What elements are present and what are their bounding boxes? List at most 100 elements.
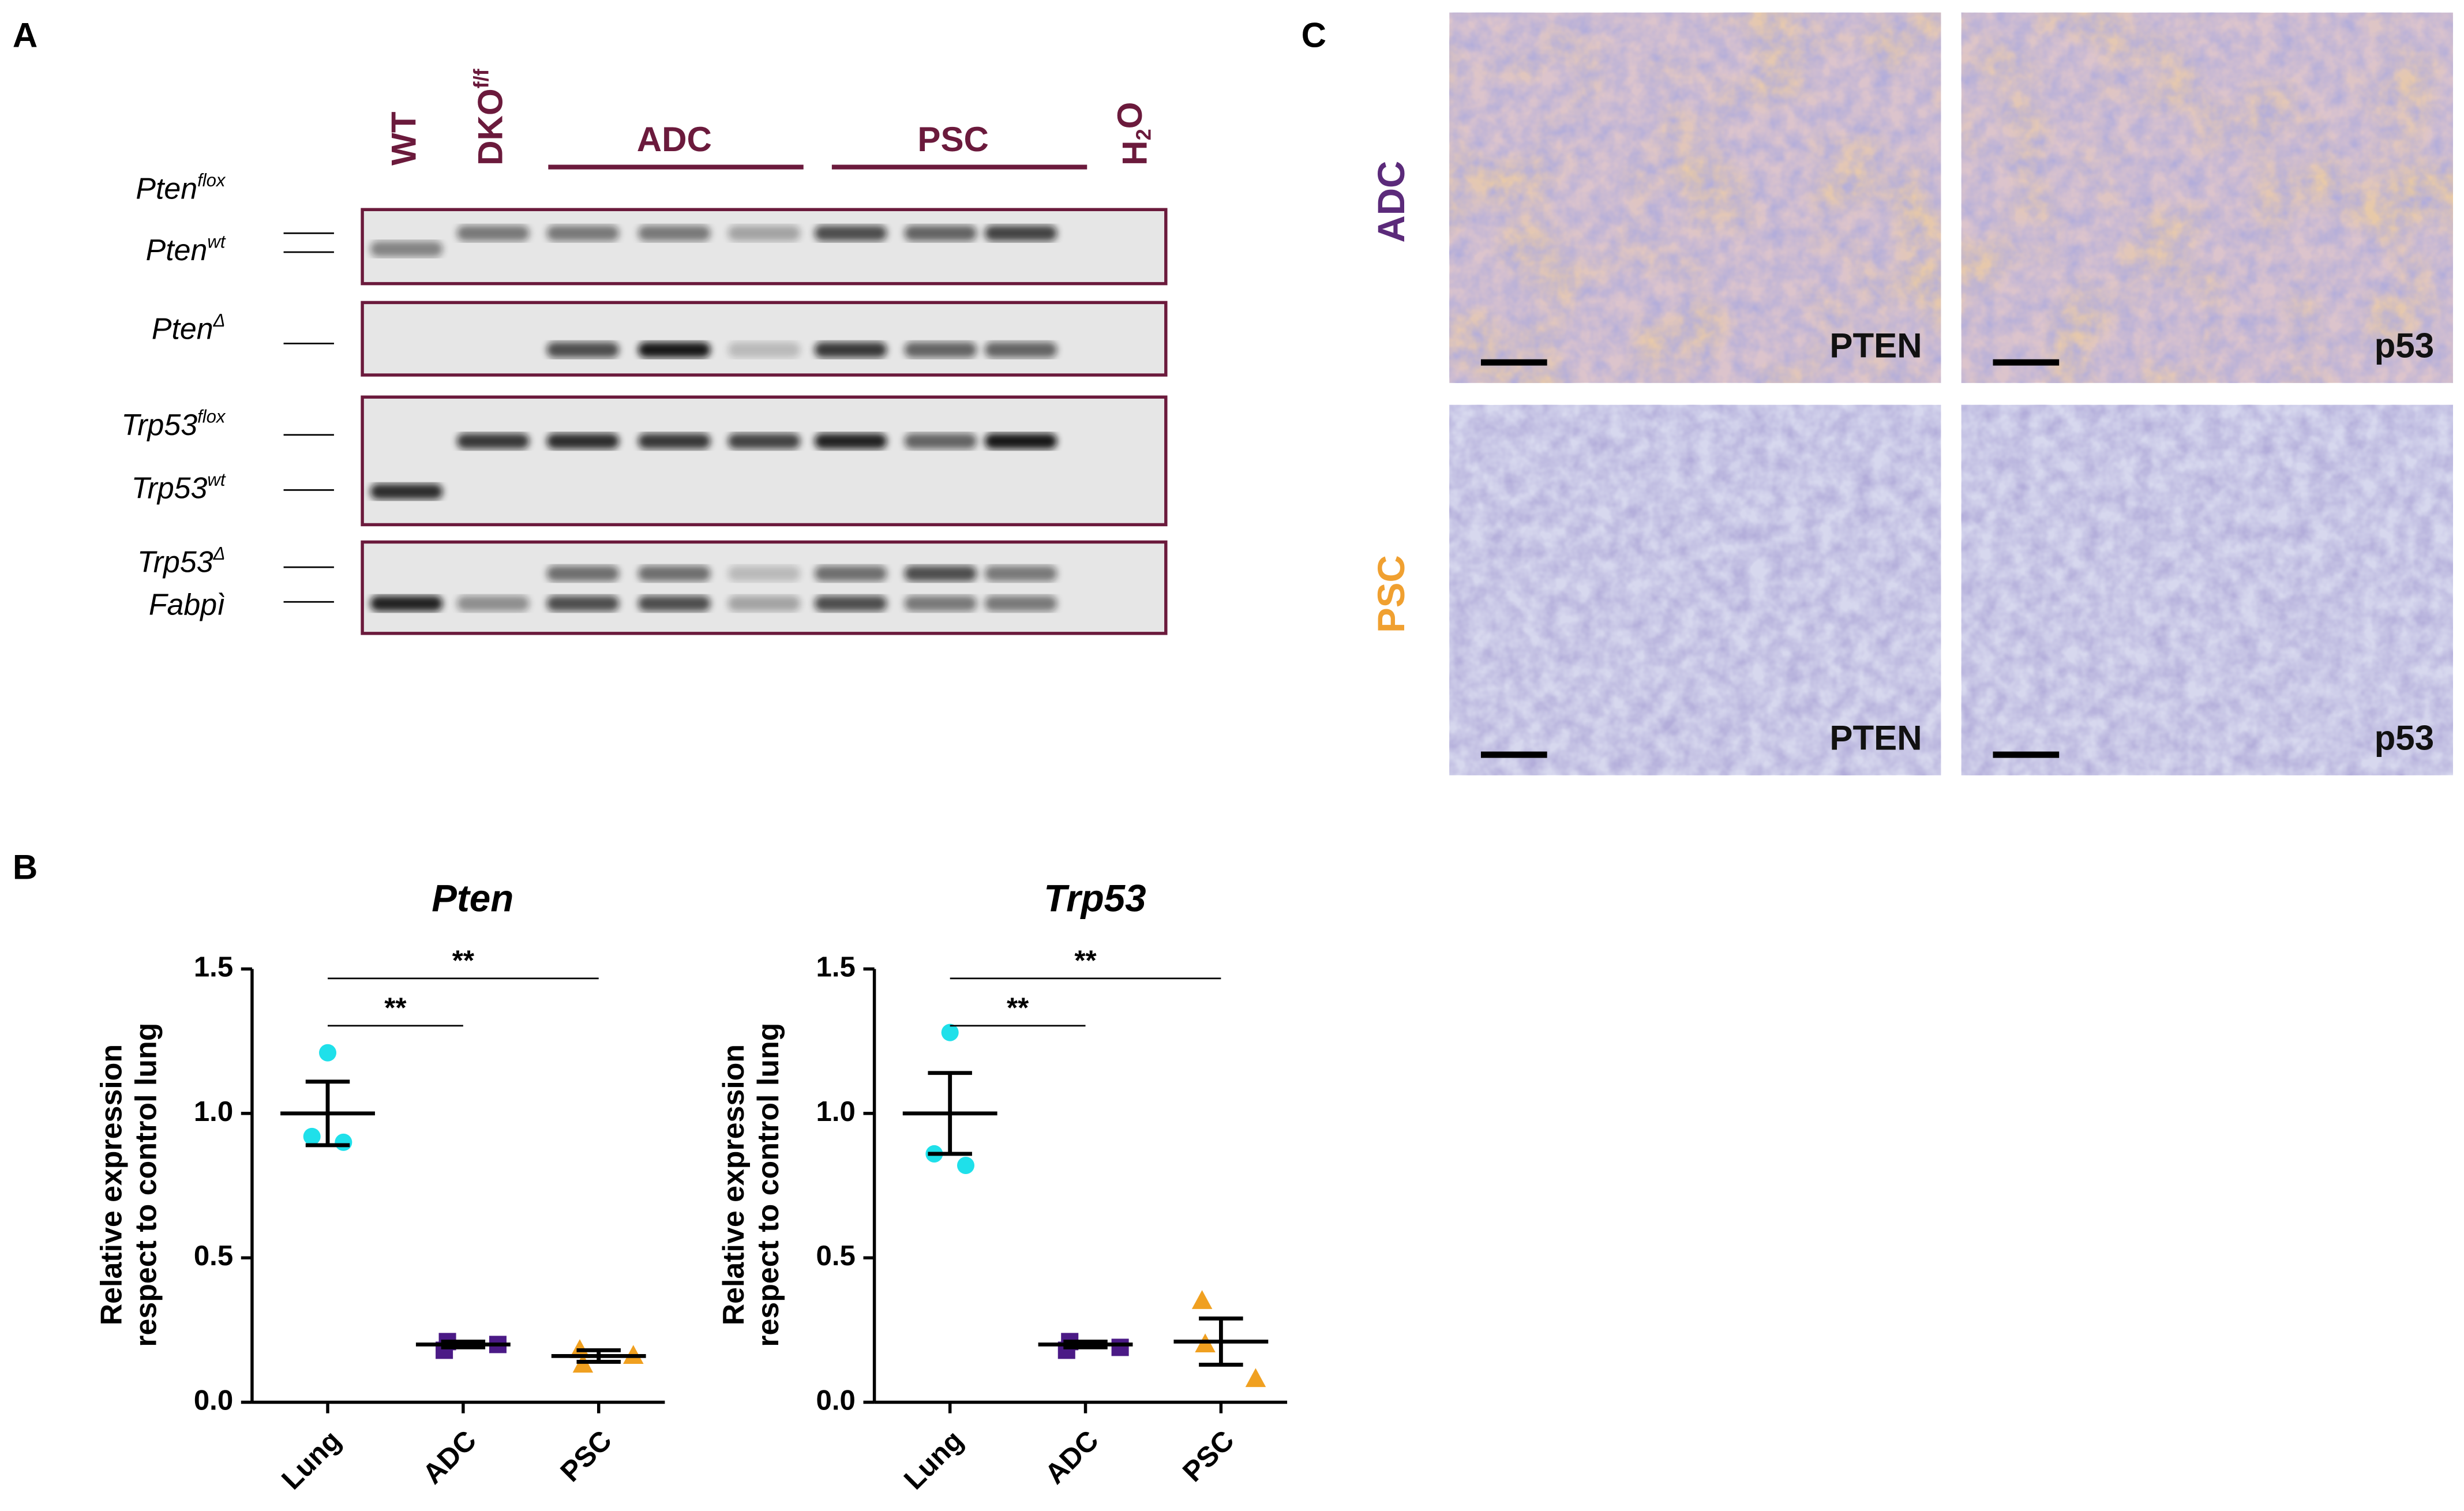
y-tick-label: 1.0 (816, 1096, 856, 1127)
label-text: WT (384, 111, 423, 166)
label-superscript: Δ (213, 310, 226, 331)
x-tick-label: Lung (898, 1424, 969, 1495)
label-text: H (1116, 140, 1154, 165)
gel-band (984, 342, 1057, 358)
x-tick-label: PSC (554, 1424, 618, 1488)
label-superscript: flox (197, 407, 226, 427)
panel-label: C (1302, 16, 1326, 54)
label-text: ADC (637, 120, 712, 159)
gel-band (637, 342, 711, 358)
gel-band (456, 433, 530, 449)
gel-band (546, 225, 620, 241)
gel-band (984, 433, 1057, 449)
gel-image (361, 301, 1168, 377)
label-superscript: wt (207, 470, 226, 490)
label: PtenΔ (152, 310, 226, 345)
label: PSC (917, 120, 989, 159)
label-text: Trp53 (132, 471, 208, 504)
gel-band (727, 342, 801, 358)
gel-band (727, 595, 801, 612)
label: H2O (1111, 102, 1155, 166)
label: Ptenwt (146, 232, 226, 267)
significance-label: ** (1074, 946, 1097, 977)
gel-band (637, 565, 711, 582)
label-superscript: Δ (213, 543, 226, 564)
y-tick-label: 0.0 (194, 1385, 233, 1416)
error-bar (441, 1339, 486, 1349)
gel-image (361, 208, 1168, 286)
label: ADC (637, 120, 712, 159)
label: Trp53Δ (137, 543, 226, 578)
y-tick-label: 1.5 (816, 952, 856, 983)
histology-texture (1449, 12, 1941, 383)
label-subscript: 2 (1131, 129, 1155, 140)
y-axis-label: Relative expression (94, 1044, 127, 1325)
gel-image (361, 395, 1168, 527)
label-text: Trp53 (121, 408, 197, 441)
label-text: Pten (146, 233, 208, 267)
gel-band (904, 565, 977, 582)
y-axis-label: Relative expression (717, 1044, 750, 1325)
gel-band (727, 225, 801, 241)
data-point (1111, 1338, 1129, 1356)
label-text: DKO (471, 88, 510, 165)
error-bar (305, 1079, 350, 1148)
gel-band (984, 595, 1057, 612)
gel-band (370, 483, 443, 500)
label-text: Trp53 (137, 545, 213, 578)
stain-label: p53 (2375, 718, 2435, 757)
histology-texture (1961, 404, 2453, 775)
y-tick-label: 0.0 (816, 1385, 856, 1416)
y-axis-label: respect to control lung (129, 1023, 162, 1347)
gel-band (727, 433, 801, 449)
stain-label: PTEN (1829, 326, 1922, 365)
gel-band (370, 241, 443, 257)
stain-label: p53 (2375, 326, 2435, 365)
gel-band (904, 433, 977, 449)
error-bar (1199, 1316, 1243, 1367)
label: Trp53flox (121, 407, 226, 441)
gel-band (984, 565, 1057, 582)
gel-band (904, 595, 977, 612)
gel-band (546, 565, 620, 582)
chart-title: Trp53 (1044, 877, 1146, 919)
data-point (318, 1044, 337, 1062)
y-axis-label: respect to control lung (751, 1023, 785, 1347)
gel-band (546, 433, 620, 449)
error-bar (1063, 1339, 1108, 1349)
data-point (1245, 1368, 1266, 1388)
data-point (303, 1127, 321, 1145)
error-bar (928, 1071, 972, 1156)
gel-band (370, 595, 443, 612)
gel-band (814, 433, 887, 449)
label: DKOf/f (469, 68, 509, 165)
label-text: Pten (136, 171, 197, 205)
significance-label: ** (1007, 993, 1029, 1024)
gel-band (984, 225, 1057, 241)
label-text: PSC (917, 120, 989, 159)
gel-band (637, 225, 711, 241)
label: Fabpì (149, 587, 226, 621)
label-text: O (1111, 102, 1149, 129)
error-bar (576, 1348, 621, 1364)
x-tick-label: ADC (1039, 1424, 1104, 1490)
gel-band (904, 342, 977, 358)
gel-band (814, 565, 887, 582)
gel-band (814, 342, 887, 358)
chart-title: Pten (432, 877, 513, 919)
gel-band (546, 595, 620, 612)
panel-label: A (13, 16, 37, 54)
data-point (941, 1023, 959, 1041)
panel-label: B (13, 848, 37, 886)
row-label: ADC (1370, 161, 1412, 243)
stain-label: PTEN (1829, 718, 1922, 757)
significance-label: ** (384, 993, 407, 1024)
label: Trp53wt (132, 470, 226, 504)
label-superscript: wt (207, 232, 226, 252)
label-text: Pten (152, 312, 213, 345)
gel-band (904, 225, 977, 241)
gel-band (456, 595, 530, 612)
gel-band (727, 565, 801, 582)
